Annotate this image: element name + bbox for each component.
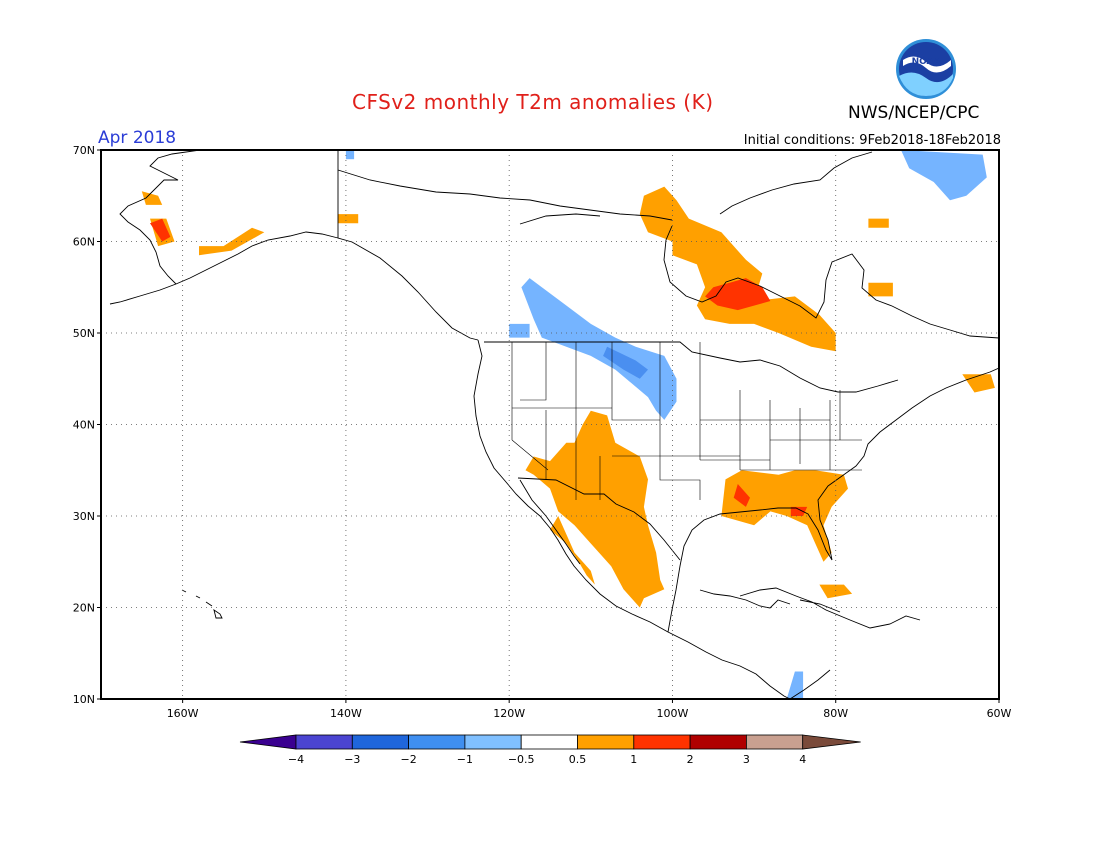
colorbar-box	[577, 734, 635, 750]
anomaly-region-warm1-11	[337, 214, 359, 224]
latitude-labels: 70N 60N 50N 40N 30N 20N 10N	[73, 144, 101, 706]
lon-label: 140W	[330, 707, 362, 720]
anomaly-region-warm2-9	[150, 218, 171, 242]
noaa-logo: NOAA	[896, 39, 956, 99]
colorbar-label: −4	[288, 753, 304, 766]
anomaly-region-warm1-13	[868, 218, 889, 228]
initial-conditions-label: Initial conditions: 9Feb2018-18Feb2018	[743, 133, 1001, 148]
anomaly-region-cool1-18	[509, 323, 530, 338]
lat-label: 70N	[73, 144, 95, 157]
anomaly-region-warm2-5	[733, 484, 750, 507]
colorbar: −4 −3 −2 −1 −0.5 0.5 1 2 3 4	[239, 734, 861, 766]
colorbar-end-high	[802, 734, 861, 750]
state-borders	[511, 342, 862, 500]
colorbar-box	[408, 734, 466, 750]
hawaii-islands	[181, 589, 223, 619]
arctic-coast	[337, 169, 673, 225]
lat-lon-grid	[101, 150, 999, 699]
anomaly-region-warm1-3	[550, 516, 595, 585]
land-borders	[109, 150, 999, 699]
colorbar-label: −3	[344, 753, 360, 766]
colorbar-box	[295, 734, 353, 750]
lat-label: 10N	[73, 693, 95, 706]
anomaly-region-warm1-12	[868, 282, 893, 297]
lon-label: 100W	[657, 707, 689, 720]
colorbar-label: −2	[400, 753, 416, 766]
gulf-coast	[667, 367, 999, 633]
lon-label: 120W	[493, 707, 525, 720]
us-canada-border	[484, 341, 899, 393]
anomaly-region-warm2-6	[790, 506, 808, 516]
anomaly-fields	[141, 150, 995, 699]
noaa-logo-text: NOAA	[912, 57, 941, 67]
hudson-bay-coast	[663, 151, 999, 339]
lat-label: 30N	[73, 510, 95, 523]
alaska-coast	[109, 150, 479, 341]
anomaly-region-cool2-17	[603, 346, 648, 379]
colorbar-box	[633, 734, 691, 750]
colorbar-end-low	[239, 734, 297, 750]
colorbar-label: −0.5	[508, 753, 535, 766]
lon-label: 160W	[167, 707, 199, 720]
colorbar-label: 3	[743, 753, 750, 766]
colorbar-box	[351, 734, 409, 750]
pacific-coast	[473, 339, 791, 699]
colorbar-box	[746, 734, 804, 750]
lon-label: 80W	[823, 707, 848, 720]
colorbar-label: 1	[630, 753, 637, 766]
agency-label: NWS/NCEP/CPC	[848, 103, 980, 123]
longitude-labels: 160W 140W 120W 100W 80W 60W	[167, 699, 1012, 720]
us-mexico-border	[517, 477, 681, 561]
chart-title: CFSv2 monthly T2m anomalies (K)	[352, 90, 714, 114]
colorbar-box	[520, 734, 578, 750]
lon-label: 60W	[987, 707, 1012, 720]
lat-label: 20N	[73, 602, 95, 615]
colorbar-label: 4	[799, 753, 806, 766]
anomaly-region-warm1-14	[962, 374, 995, 393]
anomaly-region-cool1-21	[786, 671, 804, 699]
anomaly-region-warm1-15	[819, 584, 853, 599]
forecast-month-label: Apr 2018	[98, 128, 177, 148]
colorbar-box	[464, 734, 522, 750]
central-america-coast	[739, 587, 921, 699]
anomaly-region-warm1-7	[141, 191, 163, 205]
colorbar-label: −1	[457, 753, 473, 766]
lat-label: 50N	[73, 327, 95, 340]
anomaly-region-cool1-20	[345, 150, 355, 160]
colorbar-label: 0.5	[569, 753, 587, 766]
anomaly-region-warm2-1	[705, 278, 771, 311]
colorbar-label: 2	[687, 753, 694, 766]
anomaly-region-warm1-2	[525, 410, 665, 608]
colorbar-box	[689, 734, 747, 750]
anomaly-region-cool1-16	[521, 278, 677, 420]
lat-label: 40N	[73, 419, 95, 432]
map-frame	[100, 149, 1000, 700]
anomaly-region-warm1-4	[721, 470, 848, 562]
lat-label: 60N	[73, 236, 95, 249]
anomaly-region-warm1-0	[639, 186, 836, 352]
anomaly-region-cool1-19	[901, 150, 987, 201]
